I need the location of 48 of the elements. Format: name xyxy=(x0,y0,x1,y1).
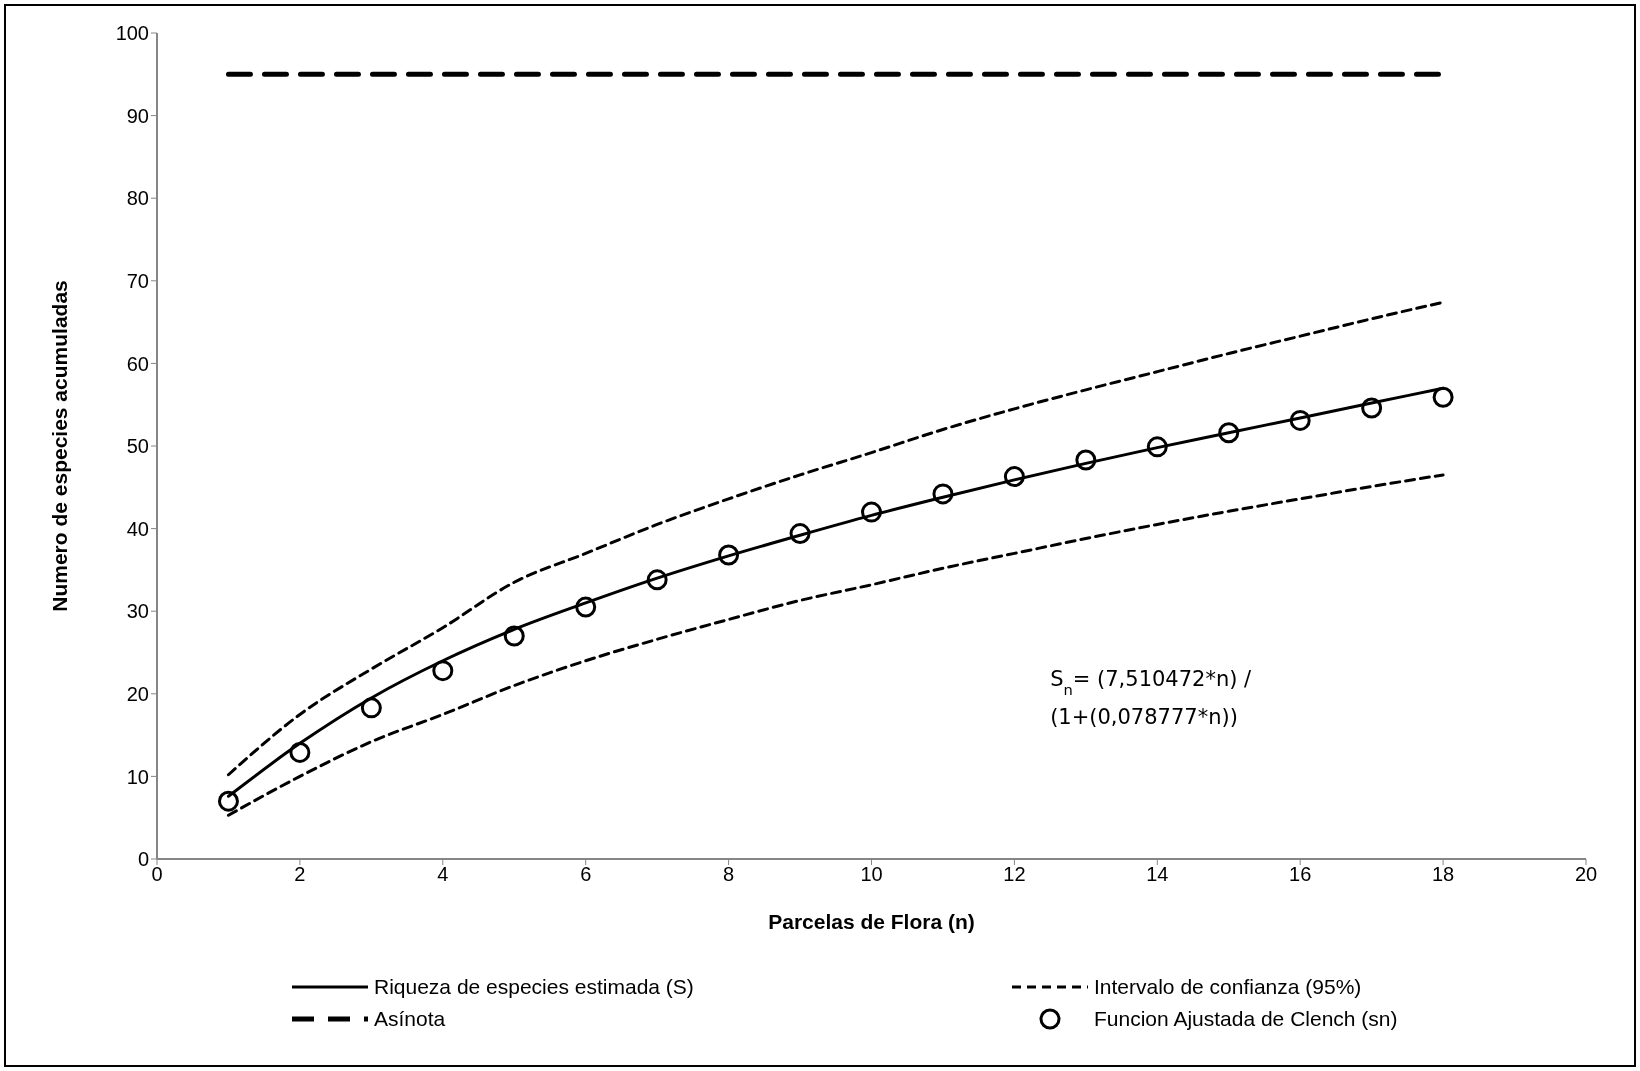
point xyxy=(1003,466,1025,488)
x-tick-label: 14 xyxy=(1146,863,1169,886)
point xyxy=(289,741,311,763)
annotation: S$_{n}$= (7,510472*n) / (1+(0,078777*n)) xyxy=(1050,666,1253,729)
y-axis-title: Numero de especies acumuladas xyxy=(48,280,72,612)
point xyxy=(646,569,668,591)
point xyxy=(1075,449,1097,471)
point xyxy=(503,625,525,647)
x-tick-label: 8 xyxy=(723,863,735,886)
point xyxy=(1289,409,1311,431)
y-tick-label: 20 xyxy=(126,682,149,705)
y-tick-label: 100 xyxy=(115,22,149,45)
x-tick-label: 20 xyxy=(1574,863,1598,886)
y-tick-label: 70 xyxy=(126,269,149,292)
y-tick-label: 40 xyxy=(126,517,149,540)
point xyxy=(1361,397,1383,419)
point xyxy=(360,697,382,719)
point xyxy=(932,483,954,505)
point xyxy=(1432,386,1454,408)
y-tick-label: 30 xyxy=(126,600,149,623)
y-tick-label: 50 xyxy=(126,435,149,458)
legend-label: Funcion Ajustada de Clench (sn) xyxy=(1094,1007,1398,1031)
legend-label: Intervalo de confianza (95%) xyxy=(1094,975,1362,999)
x-tick-label: 12 xyxy=(1003,863,1026,886)
legend-label: Asínota xyxy=(374,1007,446,1031)
point xyxy=(789,523,811,545)
x-tick-label: 2 xyxy=(294,863,306,886)
y-tick-label: 60 xyxy=(126,352,149,375)
point xyxy=(718,544,740,566)
y-tick-label: 80 xyxy=(126,187,149,210)
y-tick-label: 0 xyxy=(137,848,149,871)
x-axis-title: Parcelas de Flora (n) xyxy=(768,910,975,933)
point xyxy=(575,596,597,618)
point xyxy=(861,501,882,523)
point xyxy=(1146,436,1168,458)
y-tick-label: 90 xyxy=(126,104,149,127)
x-tick-label: 18 xyxy=(1431,863,1455,886)
legend-label: Riqueza de especies estimada (S) xyxy=(374,975,694,999)
line-series xyxy=(226,300,1445,777)
x-tick-label: 16 xyxy=(1289,863,1312,886)
x-tick-label: 6 xyxy=(580,863,592,886)
x-tick-label: 4 xyxy=(437,863,449,886)
point xyxy=(217,790,239,812)
x-tick-label: 10 xyxy=(860,863,883,886)
point xyxy=(1218,422,1240,444)
point xyxy=(432,660,454,682)
y-tick-label: 10 xyxy=(126,765,149,788)
x-tick-label: 0 xyxy=(151,863,163,886)
